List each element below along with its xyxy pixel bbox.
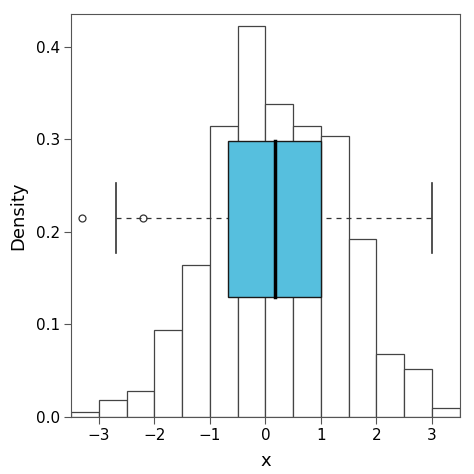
- Bar: [99, 401, 127, 417]
- Bar: [182, 265, 210, 417]
- X-axis label: x: x: [260, 452, 271, 470]
- Bar: [155, 330, 182, 417]
- Bar: [71, 411, 99, 417]
- Bar: [349, 239, 376, 417]
- Y-axis label: Density: Density: [9, 182, 27, 250]
- Bar: [293, 126, 321, 417]
- Bar: [265, 104, 293, 417]
- Bar: [210, 126, 237, 417]
- Bar: [432, 408, 460, 417]
- Bar: [127, 391, 155, 417]
- Bar: [228, 141, 321, 297]
- Bar: [376, 354, 404, 417]
- Bar: [321, 136, 349, 417]
- Bar: [237, 26, 265, 417]
- Bar: [404, 369, 432, 417]
